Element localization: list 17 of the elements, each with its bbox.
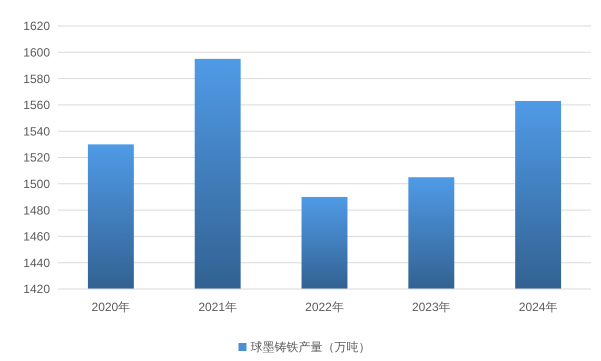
- legend-label: 球墨铸铁产量（万吨）: [250, 340, 370, 354]
- y-tick-label: 1500: [23, 177, 50, 191]
- y-tick-label: 1600: [23, 46, 50, 60]
- x-tick-label: 2022年: [305, 300, 344, 314]
- y-tick-label: 1420: [23, 282, 50, 296]
- y-tick-label: 1520: [23, 150, 50, 165]
- y-tick-label: 1460: [23, 230, 50, 244]
- y-tick-label: 1480: [23, 203, 50, 218]
- y-tick-label: 1540: [23, 124, 50, 138]
- x-tick-label: 2020年: [92, 300, 130, 314]
- y-tick-label: 1560: [23, 98, 50, 112]
- y-tick-label: 1620: [23, 19, 50, 34]
- x-tick-label: 2024年: [518, 300, 558, 314]
- y-tick-label: 1440: [23, 256, 50, 270]
- x-tick-label: 2023年: [412, 300, 451, 314]
- y-tick-label: 1580: [23, 72, 50, 86]
- x-tick-label: 2021年: [198, 300, 238, 314]
